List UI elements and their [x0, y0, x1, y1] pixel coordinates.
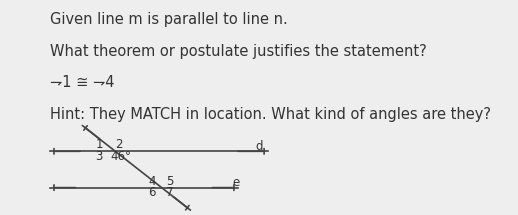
Text: Hint: They MATCH in location. What kind of angles are they?: Hint: They MATCH in location. What kind …	[50, 108, 491, 123]
Text: 1: 1	[95, 138, 103, 151]
Text: d: d	[255, 140, 263, 153]
Text: e: e	[232, 176, 239, 189]
Text: Given line m is parallel to line n.: Given line m is parallel to line n.	[50, 12, 288, 28]
Text: ⇁1 ≅ ⇁4: ⇁1 ≅ ⇁4	[50, 75, 115, 91]
Text: 2: 2	[115, 138, 123, 151]
Text: 6: 6	[149, 186, 156, 200]
Text: What theorem or postulate justifies the statement?: What theorem or postulate justifies the …	[50, 45, 427, 60]
Text: 5: 5	[166, 175, 174, 188]
Text: 7: 7	[166, 186, 174, 200]
Text: 4: 4	[149, 175, 156, 188]
Text: 46°: 46°	[110, 150, 131, 163]
Text: 3: 3	[95, 150, 103, 163]
